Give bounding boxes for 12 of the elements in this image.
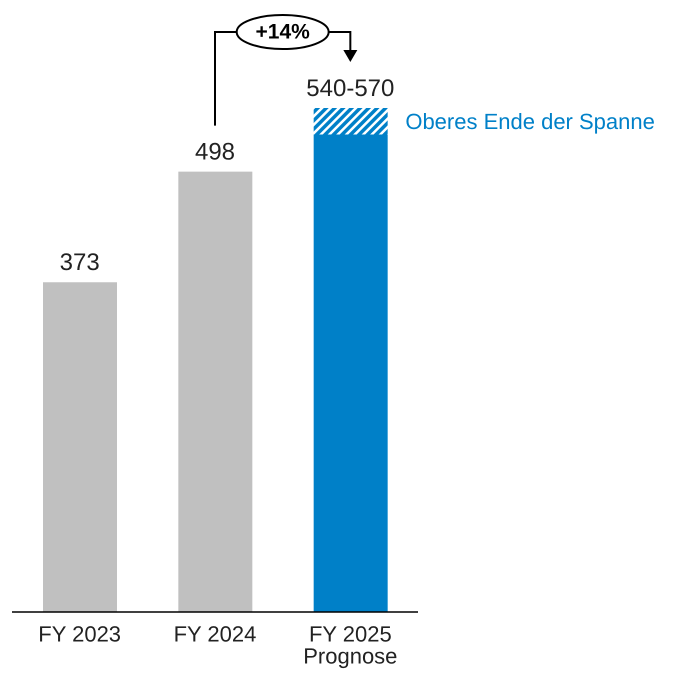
- x-tick-label: FY 2025 Prognose: [303, 622, 398, 669]
- bar: [178, 172, 252, 612]
- data-label: 540-570: [306, 75, 394, 102]
- series-label: Oberes Ende der Spanne: [405, 108, 655, 134]
- data-label: 498: [194, 138, 236, 166]
- x-tick-label: FY 2024: [174, 622, 256, 647]
- data-label: 373: [60, 249, 100, 276]
- bar: [43, 282, 117, 612]
- bar: [314, 134, 388, 612]
- bar: [314, 108, 388, 135]
- text: +14%: [256, 20, 310, 44]
- x-tick-label: FY 2023: [38, 622, 122, 647]
